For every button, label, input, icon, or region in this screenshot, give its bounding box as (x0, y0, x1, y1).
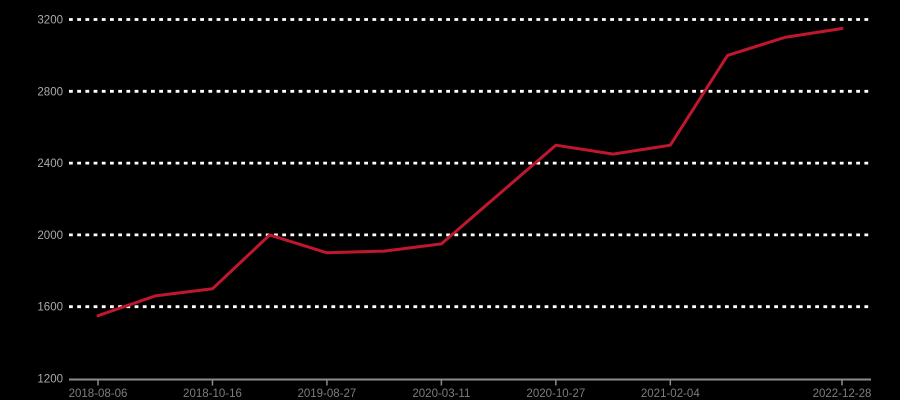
y-axis-tick-label: 2400 (37, 158, 63, 170)
x-axis-tick-label: 2021-02-04 (641, 388, 700, 400)
price-line-series (96, 27, 844, 318)
y-axis-tick-label: 2000 (37, 230, 63, 242)
y-axis-tick-label: 1600 (37, 302, 63, 314)
y-axis-tick-label: 1200 (37, 374, 63, 386)
x-axis-tick-label: 2022-12-28 (813, 388, 872, 400)
y-axis-tick-label: 2800 (37, 86, 63, 98)
x-axis-tick-label: 2019-08-27 (298, 388, 357, 400)
x-axis-tick-label: 2020-10-27 (526, 388, 585, 400)
x-axis-tick-label: 2020-03-11 (412, 388, 470, 400)
x-axis-tick-label: 2018-08-06 (69, 388, 128, 400)
x-axis-tick-label: 2018-10-16 (183, 388, 242, 400)
y-axis-tick-label: 3200 (37, 15, 63, 27)
